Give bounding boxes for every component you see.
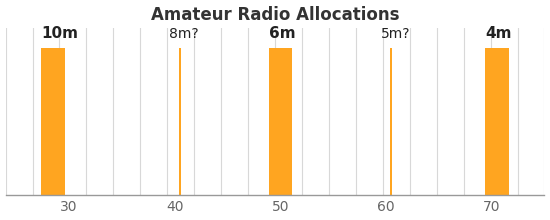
Bar	[485, 48, 509, 195]
Bar	[179, 48, 181, 195]
Text: 4m: 4m	[485, 26, 512, 41]
Text: 10m: 10m	[41, 26, 79, 41]
Text: 8m?: 8m?	[169, 27, 199, 41]
Text: 6m: 6m	[268, 26, 295, 41]
Text: 5m?: 5m?	[381, 27, 410, 41]
Bar	[390, 48, 392, 195]
Bar	[41, 48, 65, 195]
Title: Amateur Radio Allocations: Amateur Radio Allocations	[151, 6, 399, 24]
Bar	[268, 48, 292, 195]
